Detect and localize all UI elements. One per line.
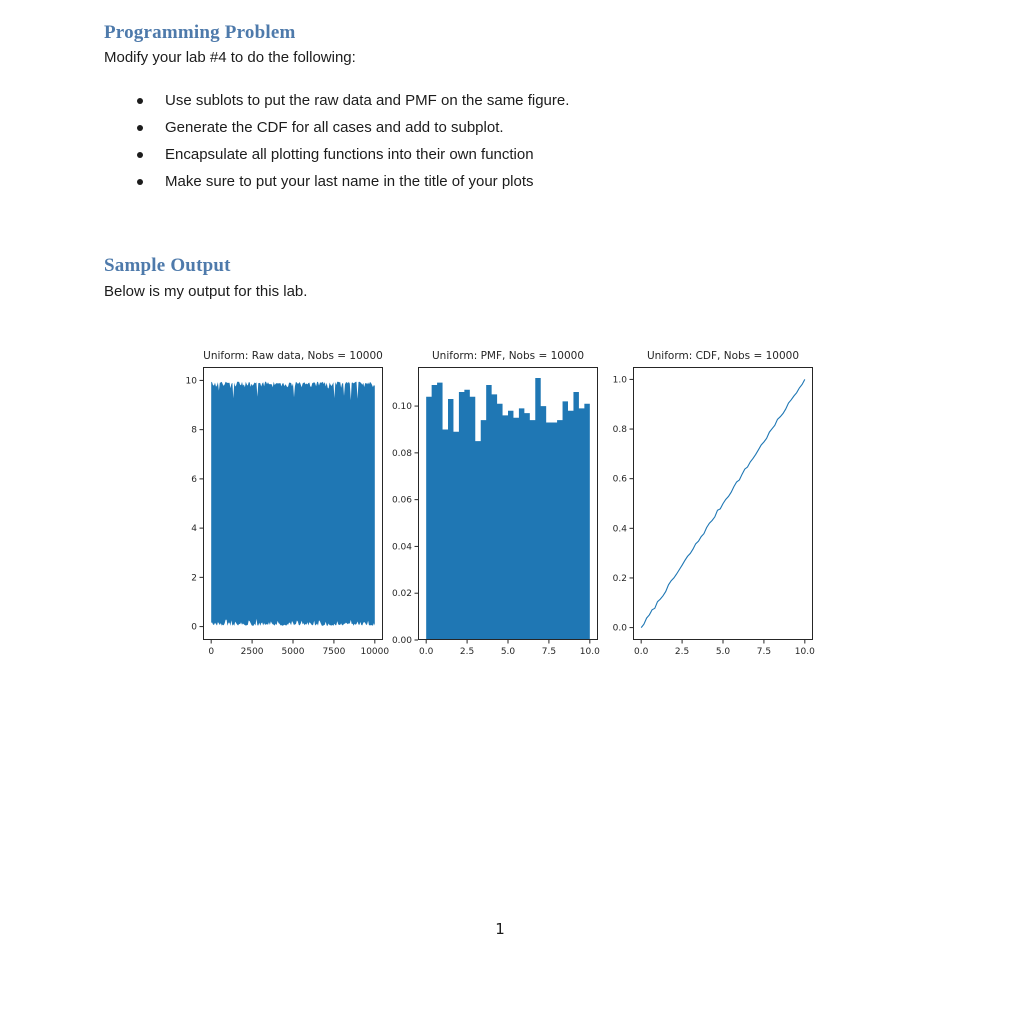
svg-text:0.8: 0.8 xyxy=(613,425,628,435)
svg-text:0: 0 xyxy=(191,623,197,633)
svg-text:7500: 7500 xyxy=(322,647,345,657)
bullet-text: Generate the CDF for all cases and add t… xyxy=(165,119,504,136)
svg-text:0.08: 0.08 xyxy=(392,449,412,459)
svg-text:4: 4 xyxy=(191,524,197,534)
paragraph-modify-lab: Modify your lab #4 to do the following: xyxy=(104,49,356,66)
chart-raw-data: 0 2500 5000 7500 10000 0 2 4 6 8 10 Uniform: Raw da… xyxy=(186,350,390,657)
bullet-item: Make sure to put your last name in the t… xyxy=(137,173,569,191)
bullet-dot-icon xyxy=(137,179,143,185)
svg-text:2.5: 2.5 xyxy=(460,647,474,657)
bullet-text: Make sure to put your last name in the t… xyxy=(165,173,534,190)
pmf-bars xyxy=(426,377,590,640)
chart-pmf: 0.0 2.5 5.0 7.5 10.0 0.00 0.02 0.04 0.06 0.08 0.10… xyxy=(392,350,600,657)
axes-box xyxy=(418,367,598,640)
figure-plots: 0 2500 5000 7500 10000 0 2 4 6 8 10 Uniform: Raw da… xyxy=(185,348,815,660)
svg-text:7.5: 7.5 xyxy=(757,647,771,657)
svg-text:5.0: 5.0 xyxy=(501,647,516,657)
heading-programming-problem: Programming Problem xyxy=(104,22,296,43)
svg-text:0.06: 0.06 xyxy=(392,496,412,506)
bullet-text: Use sublots to put the raw data and PMF … xyxy=(165,92,570,109)
bullet-item: Use sublots to put the raw data and PMF … xyxy=(137,92,570,110)
svg-text:0: 0 xyxy=(208,647,214,657)
svg-text:0.0: 0.0 xyxy=(419,647,434,657)
bullet-dot-icon xyxy=(137,98,143,104)
svg-text:1.0: 1.0 xyxy=(613,375,628,385)
bullet-dot-icon xyxy=(137,125,143,131)
svg-text:6: 6 xyxy=(191,475,197,485)
bullet-item: Generate the CDF for all cases and add t… xyxy=(137,119,569,137)
svg-text:0.4: 0.4 xyxy=(613,524,628,534)
bullet-item: Encapsulate all plotting functions into … xyxy=(137,146,569,164)
axes-box xyxy=(633,367,813,640)
svg-text:10: 10 xyxy=(186,376,198,386)
svg-text:10000: 10000 xyxy=(360,647,389,657)
svg-text:0.0: 0.0 xyxy=(634,647,649,657)
bullet-dot-icon xyxy=(137,152,143,158)
chart-cdf: 0.0 2.5 5.0 7.5 10.0 0.0 0.2 0.4 0.6 0.8 1.0 Unifor… xyxy=(613,350,815,657)
axes-box xyxy=(203,367,383,640)
svg-text:2: 2 xyxy=(191,573,197,583)
svg-text:10.0: 10.0 xyxy=(580,647,600,657)
heading-sample-output: Sample Output xyxy=(104,255,231,276)
raw-data-band xyxy=(211,381,375,626)
svg-text:5.0: 5.0 xyxy=(716,647,731,657)
svg-text:2.5: 2.5 xyxy=(675,647,689,657)
svg-text:0.10: 0.10 xyxy=(392,402,412,412)
svg-text:0.0: 0.0 xyxy=(613,624,628,634)
svg-text:5000: 5000 xyxy=(282,647,305,657)
page-number: 1 xyxy=(495,920,505,938)
svg-text:7.5: 7.5 xyxy=(542,647,556,657)
svg-text:2500: 2500 xyxy=(241,647,264,657)
svg-text:0.00: 0.00 xyxy=(392,636,412,646)
svg-text:10.0: 10.0 xyxy=(795,647,815,657)
svg-text:0.6: 0.6 xyxy=(613,475,628,485)
svg-text:8: 8 xyxy=(191,426,197,436)
bullet-text: Encapsulate all plotting functions into … xyxy=(165,146,534,163)
svg-text:0.02: 0.02 xyxy=(392,589,412,599)
bullet-list: Use sublots to put the raw data and PMF … xyxy=(137,92,570,200)
svg-text:0.2: 0.2 xyxy=(613,574,627,584)
paragraph-below-output: Below is my output for this lab. xyxy=(104,283,308,300)
svg-text:Uniform: PMF, Nobs = 10000: Uniform: PMF, Nobs = 10000 xyxy=(432,350,584,362)
cdf-line xyxy=(640,379,806,628)
svg-text:Uniform: Raw data, Nobs = 1000: Uniform: Raw data, Nobs = 10000 xyxy=(203,350,383,362)
svg-text:0.04: 0.04 xyxy=(392,542,412,552)
matplotlib-figure: 0 2500 5000 7500 10000 0 2 4 6 8 10 Uniform: Raw da… xyxy=(186,350,815,657)
svg-text:Uniform: CDF, Nobs = 10000: Uniform: CDF, Nobs = 10000 xyxy=(647,350,799,362)
